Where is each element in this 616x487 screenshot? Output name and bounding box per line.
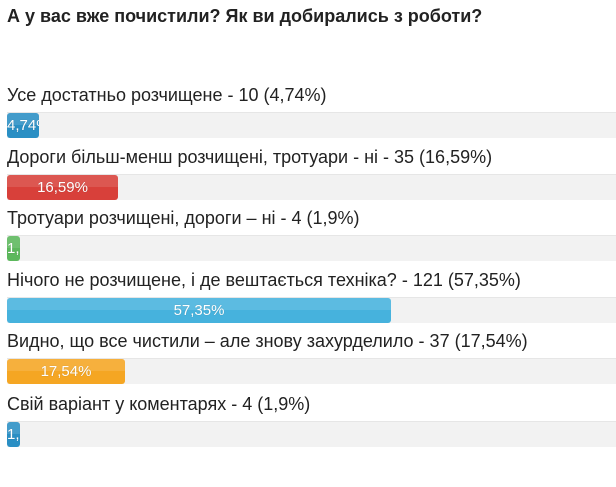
result-bar-track: 16,59% — [7, 174, 616, 200]
result-bar: 17,54% — [7, 359, 125, 384]
result-bar-track: 17,54% — [7, 358, 616, 384]
option-label: Дороги більш-менш розчищені, тротуари - … — [7, 147, 493, 167]
result-bar-track: 4,74% — [7, 112, 616, 138]
poll-title: А у вас вже почистили? Як ви добирались … — [7, 6, 483, 26]
option-label: Нічого не розчищене, і де вештається тех… — [7, 270, 521, 290]
result-bar: 57,35% — [7, 298, 391, 323]
result-bar-track: 1,9% — [7, 421, 616, 447]
percent-label: 4,74% — [7, 117, 39, 134]
result-bar: 16,59% — [7, 175, 118, 200]
option-label: Тротуари розчищені, дороги – ні - 4 (1,9… — [7, 208, 360, 228]
result-bar: 1,9% — [7, 422, 20, 447]
percent-label: 1,9% — [7, 240, 20, 257]
percent-label: 57,35% — [173, 302, 225, 319]
percent-label: 16,59% — [37, 179, 88, 196]
result-bar-track: 57,35% — [7, 297, 616, 323]
percent-label: 1,9% — [7, 426, 20, 443]
option-label: Усе достатньо розчищене - 10 (4,74%) — [7, 85, 327, 105]
result-bar-track: 1,9% — [7, 235, 616, 261]
option-label: Видно, що все чистили – але знову захурд… — [7, 331, 528, 351]
result-bar: 1,9% — [7, 236, 20, 261]
percent-label: 17,54% — [40, 363, 92, 380]
result-bar: 4,74% — [7, 113, 39, 138]
option-label: Свій варіант у коментарях - 4 (1,9%) — [7, 394, 311, 414]
